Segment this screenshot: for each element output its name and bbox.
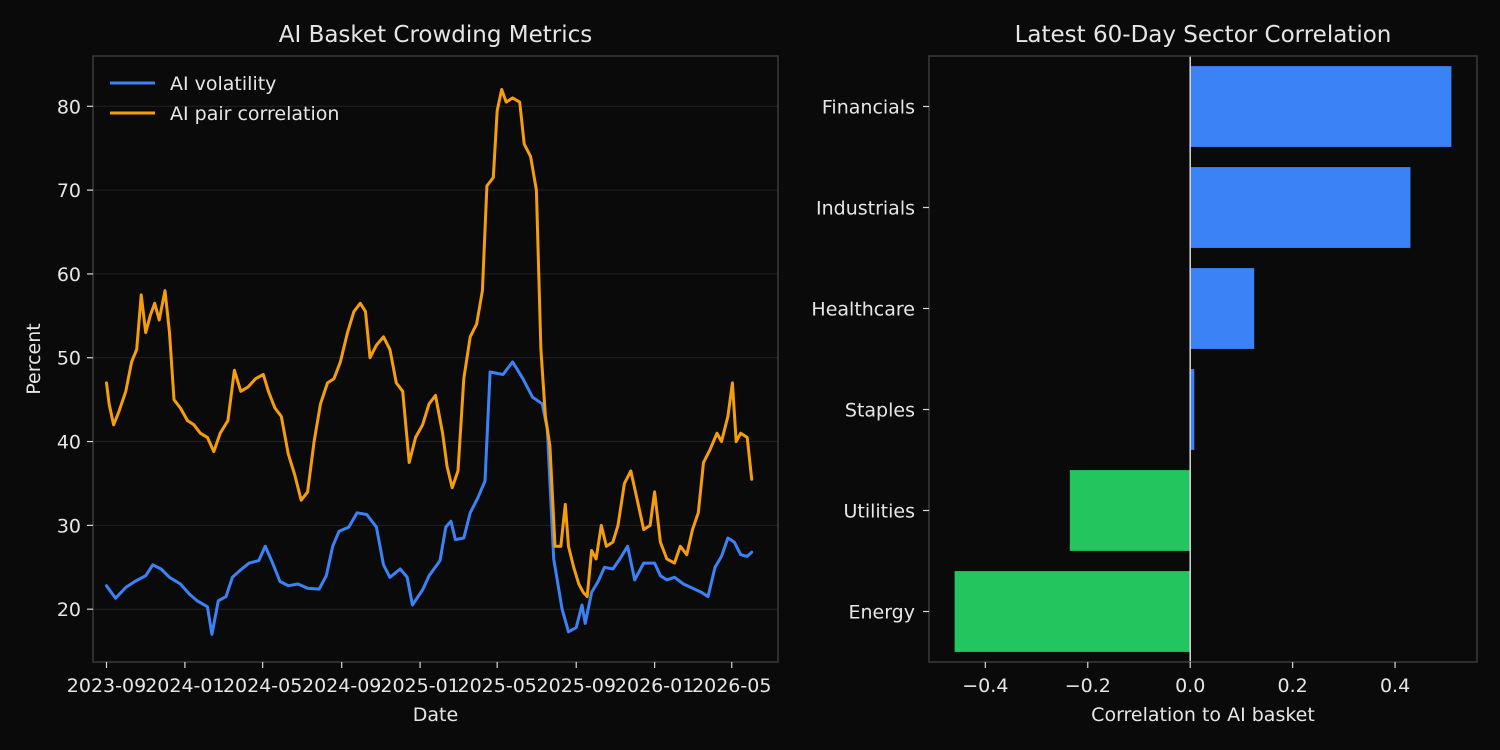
x-tick-label: 2025-05 bbox=[457, 675, 536, 697]
line-chart-series bbox=[105, 88, 754, 636]
category-label-energy: Energy bbox=[848, 602, 915, 624]
bar-chart-x-ticks: −0.4 −0.2 0.0 0.2 0.4 bbox=[962, 662, 1410, 697]
category-label-utilities: Utilities bbox=[843, 501, 915, 523]
x-tick-label: 2024-09 bbox=[302, 675, 381, 697]
bar-chart-bars bbox=[954, 56, 1452, 662]
y-tick-label: 20 bbox=[57, 599, 81, 621]
y-tick-label: 70 bbox=[57, 180, 81, 202]
bar-energy bbox=[954, 571, 1191, 652]
bar-utilities bbox=[1069, 470, 1191, 551]
x-tick-label: 2024-05 bbox=[223, 675, 302, 697]
category-label-industrials: Industrials bbox=[816, 198, 915, 220]
line-chart-panel: AI Basket Crowding Metrics 20 30 40 50 60 70 8… bbox=[23, 22, 779, 726]
x-tick-label: 2023-09 bbox=[67, 675, 146, 697]
x-tick-label: 2025-09 bbox=[537, 675, 616, 697]
series-line-ai-volatility bbox=[105, 360, 754, 636]
line-chart-y-axis-label: Percent bbox=[23, 323, 45, 395]
line-chart-y-ticks: 20 30 40 50 60 70 80 bbox=[57, 96, 93, 621]
category-label-financials: Financials bbox=[822, 97, 915, 119]
x-tick-label: 0.0 bbox=[1175, 675, 1205, 697]
line-chart-x-axis-label: Date bbox=[413, 704, 458, 726]
x-tick-label: 2026-05 bbox=[692, 675, 771, 697]
x-tick-label: 0.2 bbox=[1278, 675, 1308, 697]
y-tick-label: 60 bbox=[57, 264, 81, 286]
bar-chart-title: Latest 60-Day Sector Correlation bbox=[1015, 22, 1392, 48]
legend-label-ai-pair-correlation: AI pair correlation bbox=[170, 103, 339, 125]
bar-chart-axes-frame bbox=[928, 55, 1478, 663]
series-line-ai-pair-correlation bbox=[105, 88, 754, 599]
x-tick-label: 2024-01 bbox=[145, 675, 224, 697]
y-tick-label: 50 bbox=[57, 348, 81, 370]
bar-chart-panel: Latest 60-Day Sector Correlation Financi… bbox=[811, 22, 1478, 726]
bar-healthcare bbox=[1190, 268, 1255, 349]
category-label-healthcare: Healthcare bbox=[811, 299, 915, 321]
x-tick-label: −0.4 bbox=[962, 675, 1008, 697]
y-tick-label: 40 bbox=[57, 432, 81, 454]
legend-label-ai-volatility: AI volatility bbox=[170, 73, 276, 95]
category-label-staples: Staples bbox=[845, 400, 915, 422]
y-tick-label: 30 bbox=[57, 515, 81, 537]
bar-financials bbox=[1190, 66, 1452, 147]
x-tick-label: 0.4 bbox=[1380, 675, 1410, 697]
bar-industrials bbox=[1190, 167, 1411, 248]
bar-chart-x-axis-label: Correlation to AI basket bbox=[1091, 704, 1315, 726]
line-chart-legend: AI volatility AI pair correlation bbox=[110, 73, 339, 125]
bar-staples bbox=[1190, 369, 1195, 450]
x-tick-label: 2026-01 bbox=[615, 675, 694, 697]
bar-chart-category-ticks: Financials Industrials Healthcare Staples Ut… bbox=[811, 97, 929, 624]
x-tick-label: −0.2 bbox=[1065, 675, 1111, 697]
line-chart-axes-frame bbox=[92, 55, 779, 663]
line-chart-title: AI Basket Crowding Metrics bbox=[279, 22, 593, 48]
x-tick-label: 2025-01 bbox=[380, 675, 459, 697]
y-tick-label: 80 bbox=[57, 96, 81, 118]
